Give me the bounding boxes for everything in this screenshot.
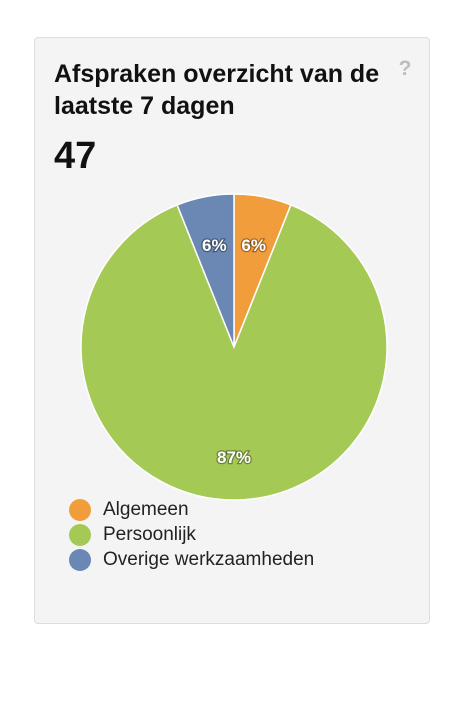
- legend-label: Overige werkzaamheden: [103, 548, 315, 570]
- legend-label: Algemeen: [103, 498, 189, 520]
- help-icon[interactable]: ?: [398, 57, 412, 80]
- legend-dot: [69, 523, 91, 546]
- legend-item-algemeen[interactable]: Algemeen: [69, 497, 314, 522]
- pie-slices: [80, 193, 388, 501]
- pie-label-algemeen: 6%: [241, 236, 266, 255]
- pie-label-overige-werkzaamheden: 6%: [202, 236, 227, 255]
- total-count: 47: [54, 135, 97, 177]
- legend-dot: [69, 498, 91, 521]
- pie-label-persoonlijk: 87%: [217, 448, 251, 467]
- legend-label: Persoonlijk: [103, 523, 196, 545]
- legend-dot: [69, 548, 91, 571]
- pie-slice-overige-werkzaamheden[interactable]: [176, 193, 235, 348]
- pie-slice-persoonlijk[interactable]: [80, 203, 388, 501]
- chart-legend: Algemeen Persoonlijk Overige werkzaamheden: [69, 497, 314, 572]
- legend-item-overige-werkzaamheden[interactable]: Overige werkzaamheden: [69, 547, 314, 572]
- appointments-widget: Afspraken overzicht van de laatste 7 dag…: [34, 37, 430, 624]
- pie-chart: 6% 87% 6%: [80, 193, 388, 501]
- legend-item-persoonlijk[interactable]: Persoonlijk: [69, 522, 314, 547]
- widget-title: Afspraken overzicht van de laatste 7 dag…: [54, 60, 380, 120]
- pie-labels: 6% 87% 6%: [201, 235, 267, 469]
